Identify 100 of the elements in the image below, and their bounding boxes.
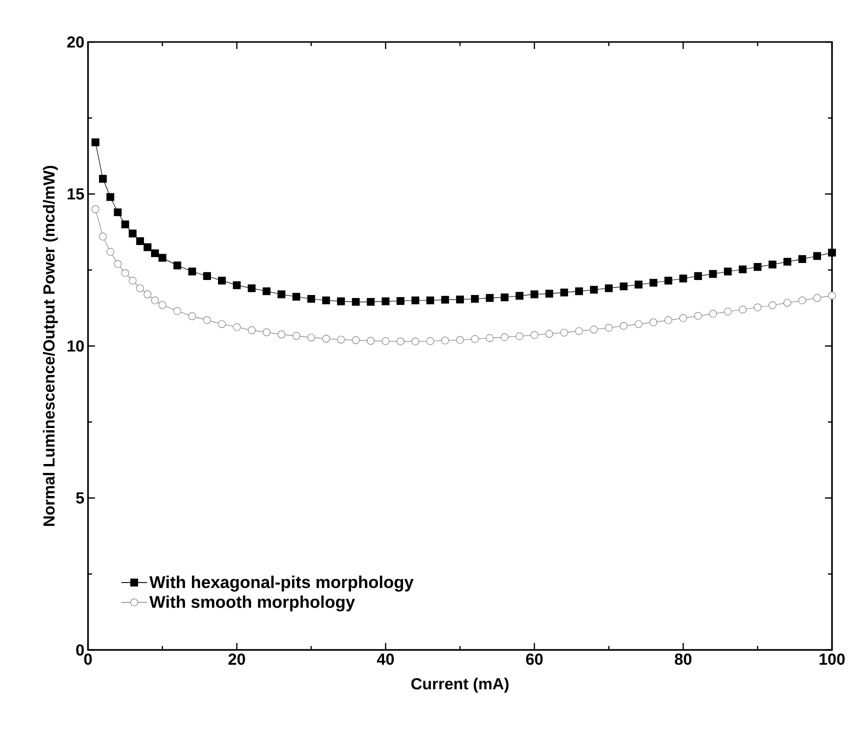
point xyxy=(352,336,360,344)
point xyxy=(121,269,130,277)
point xyxy=(620,322,628,330)
x-tick-label: 60 xyxy=(526,654,543,665)
point xyxy=(575,327,583,335)
point xyxy=(724,308,732,316)
point xyxy=(828,292,836,300)
point xyxy=(366,336,375,345)
y-tick-label: 20 xyxy=(67,36,84,48)
point xyxy=(411,296,420,304)
point xyxy=(516,292,524,300)
point xyxy=(828,248,836,257)
point xyxy=(650,318,658,326)
point xyxy=(738,265,747,274)
point xyxy=(106,193,114,201)
point xyxy=(248,326,256,334)
point xyxy=(516,332,524,340)
point xyxy=(500,293,509,302)
point xyxy=(590,326,598,334)
point xyxy=(337,336,345,344)
point xyxy=(813,294,822,302)
point xyxy=(694,272,702,280)
point xyxy=(679,314,688,322)
point xyxy=(604,284,613,292)
point xyxy=(136,237,144,246)
point xyxy=(783,298,792,307)
point xyxy=(92,138,100,146)
point xyxy=(664,316,672,324)
point xyxy=(144,243,152,252)
point xyxy=(456,336,464,344)
point xyxy=(441,296,450,304)
point xyxy=(322,334,330,343)
x-tick-label: 40 xyxy=(376,654,394,665)
point xyxy=(470,335,479,343)
x-tick-label: 0 xyxy=(84,654,92,665)
point xyxy=(232,281,241,290)
point xyxy=(151,249,159,258)
point xyxy=(262,328,270,336)
point xyxy=(218,276,226,285)
point xyxy=(754,263,762,271)
point xyxy=(92,205,100,214)
point xyxy=(411,338,420,346)
point xyxy=(545,330,554,338)
point xyxy=(144,290,152,298)
point xyxy=(307,334,316,342)
point xyxy=(292,292,300,301)
point xyxy=(709,310,717,318)
point xyxy=(709,270,717,278)
point xyxy=(470,294,479,303)
point xyxy=(545,290,554,298)
point xyxy=(738,306,747,314)
point xyxy=(560,288,568,296)
point xyxy=(248,284,256,292)
point xyxy=(486,334,494,342)
x-tick-label: 20 xyxy=(228,654,246,665)
point xyxy=(322,296,330,304)
legend-label: With smooth morphology xyxy=(149,595,355,612)
point xyxy=(292,332,300,340)
point xyxy=(590,286,598,294)
point xyxy=(173,262,182,270)
point xyxy=(500,333,509,342)
point xyxy=(396,338,404,346)
point xyxy=(798,255,806,263)
x-tick-label: 100 xyxy=(820,654,845,665)
point xyxy=(106,248,114,256)
point xyxy=(188,268,196,276)
y-tick-label: 5 xyxy=(76,492,84,504)
point xyxy=(158,254,166,262)
point xyxy=(530,331,538,339)
point xyxy=(426,337,434,346)
point xyxy=(98,174,107,183)
point xyxy=(278,290,286,298)
point xyxy=(337,297,345,306)
y-tick-label: 15 xyxy=(68,188,84,200)
point xyxy=(128,276,137,285)
y-axis-title: Normal Luminescence/Output Power (mcd/mW) xyxy=(42,166,58,526)
x-axis-title: Current (mA) xyxy=(411,678,509,693)
point xyxy=(664,276,672,285)
point xyxy=(382,337,390,346)
point xyxy=(188,312,196,320)
point xyxy=(604,324,613,332)
point xyxy=(203,316,211,324)
point xyxy=(114,260,122,268)
point xyxy=(158,301,166,309)
legend-label: With hexagonal-pits morphology xyxy=(149,576,414,592)
point xyxy=(307,294,316,303)
point xyxy=(151,296,159,304)
point xyxy=(783,258,792,266)
point xyxy=(382,297,390,306)
point xyxy=(530,290,538,298)
point xyxy=(798,296,806,304)
point xyxy=(634,280,642,288)
point xyxy=(441,336,450,344)
point xyxy=(560,328,568,337)
y-tick-label: 10 xyxy=(68,340,84,352)
point xyxy=(121,220,130,228)
point xyxy=(128,230,137,238)
point xyxy=(262,287,270,296)
point xyxy=(694,312,702,320)
point xyxy=(486,294,494,302)
